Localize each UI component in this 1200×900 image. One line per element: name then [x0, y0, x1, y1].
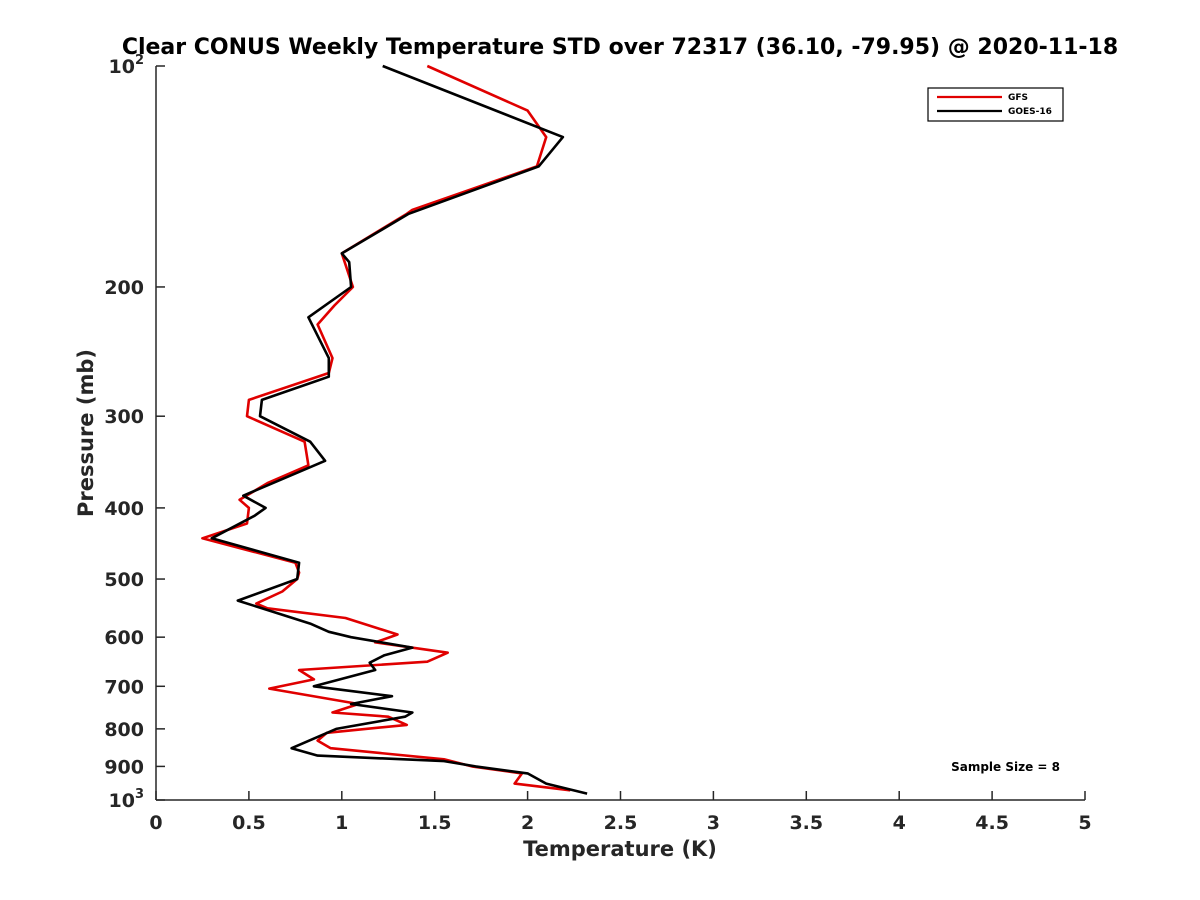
y-tick-label: 700 — [104, 676, 144, 698]
y-axis-label: Pressure (mb) — [74, 349, 98, 517]
x-tick-label: 1 — [335, 812, 348, 834]
y-tick-label: 600 — [104, 627, 144, 649]
y-tick-base: 10 — [109, 790, 135, 812]
x-tick-label: 2 — [521, 812, 534, 834]
y-tick-label: 900 — [104, 756, 144, 778]
y-tick-label: 102 — [109, 53, 145, 78]
legend-box — [927, 87, 1064, 122]
y-tick-exponent: 2 — [135, 53, 144, 68]
y-tick-label: 103 — [109, 787, 145, 812]
series-line-goes-16 — [210, 64, 588, 795]
x-tick-label: 4 — [893, 812, 906, 834]
plot-area: 0 0.5 1 1.5 2 2.5 3 3.5 4 4.5 51022003004005006007… — [104, 53, 1091, 834]
y-tick-label: 300 — [104, 406, 144, 428]
x-tick-label: 2.5 — [604, 812, 638, 834]
x-axis-label: Temperature (K) — [523, 837, 717, 861]
x-tick-label: 0 — [149, 812, 162, 834]
x-tick-label: 1.5 — [418, 812, 452, 834]
x-tick-label: 3.5 — [789, 812, 823, 834]
y-tick-exponent: 3 — [135, 787, 144, 802]
legend-label: GOES-16 — [1008, 107, 1052, 117]
y-tick-label: 800 — [104, 719, 144, 741]
chart-title: Clear CONUS Weekly Temperature STD over … — [122, 35, 1118, 60]
legend: GFS GOES-16 — [927, 87, 1064, 122]
x-tick-label: 5 — [1078, 812, 1091, 834]
legend-label: GFS — [1008, 93, 1028, 103]
y-tick-base: 10 — [109, 56, 135, 78]
y-tick-label: 200 — [104, 277, 144, 299]
sample-size-annotation: Sample Size = 8 — [951, 760, 1060, 774]
x-tick-label: 4.5 — [975, 812, 1009, 834]
y-tick-label: 400 — [104, 498, 144, 520]
y-tick-label: 500 — [104, 569, 144, 591]
x-tick-label: 3 — [707, 812, 720, 834]
x-tick-label: 0.5 — [232, 812, 266, 834]
